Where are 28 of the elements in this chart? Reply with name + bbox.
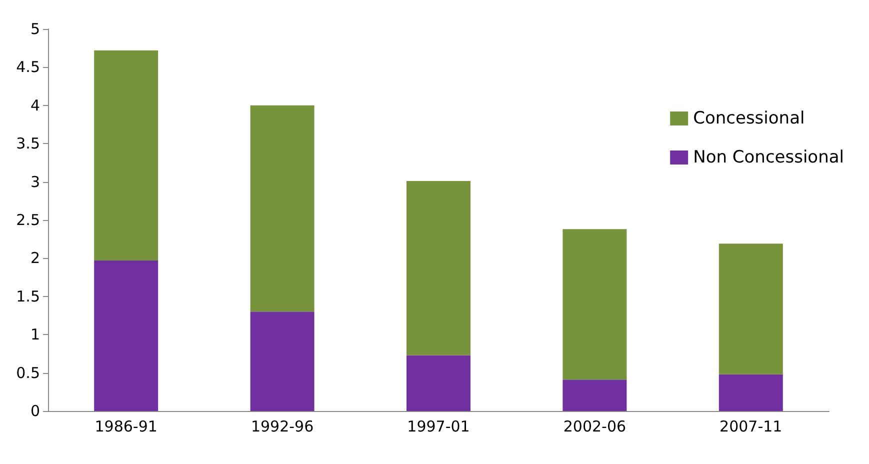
bar bbox=[94, 50, 158, 260]
y-tick-label: 5 bbox=[30, 20, 40, 38]
x-tick-label: 2007-11 bbox=[720, 418, 782, 436]
x-tick-label: 1992-96 bbox=[250, 418, 314, 436]
legend-label: Non Concessional bbox=[693, 148, 844, 168]
x-tick-label: 1986-91 bbox=[94, 418, 158, 436]
bar bbox=[94, 260, 158, 411]
y-tick-label: 1 bbox=[30, 326, 40, 344]
x-tick-label: 2002-06 bbox=[563, 418, 626, 436]
legend-label: Concessional bbox=[693, 108, 805, 128]
bar bbox=[562, 229, 627, 380]
bar bbox=[250, 105, 314, 312]
bar bbox=[718, 244, 783, 374]
bar bbox=[562, 380, 627, 411]
y-tick-label: 3 bbox=[30, 172, 40, 191]
y-tick-label: 2.5 bbox=[16, 211, 40, 229]
y-tick-label: 1.5 bbox=[16, 287, 40, 306]
bar bbox=[406, 181, 470, 356]
y-tick-label: 3.5 bbox=[16, 134, 40, 153]
y-tick-label: 0.5 bbox=[16, 364, 40, 382]
y-tick-label: 4 bbox=[30, 96, 40, 114]
y-tick-label: 4.5 bbox=[16, 58, 40, 76]
x-tick-label: 1997-01 bbox=[407, 418, 470, 436]
bar bbox=[406, 355, 470, 411]
bar bbox=[250, 312, 314, 411]
y-tick-label: 2 bbox=[30, 249, 40, 268]
y-tick-label: 0 bbox=[30, 402, 40, 420]
bar bbox=[718, 374, 783, 411]
